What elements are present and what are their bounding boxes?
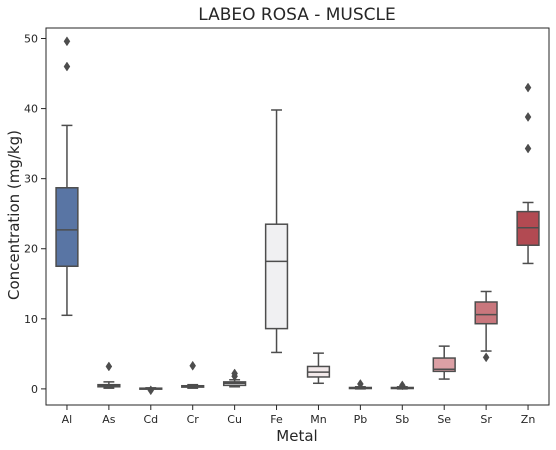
x-tick-label: Sr (480, 413, 492, 426)
chart-title: LABEO ROSA - MUSCLE (198, 5, 396, 25)
outlier-point (482, 352, 490, 363)
y-axis-label: Concentration (mg/kg) (5, 130, 23, 300)
x-tick-label: Sb (395, 413, 409, 426)
x-tick-label: Cr (187, 413, 200, 426)
x-tick-label: Mn (310, 413, 326, 426)
x-tick-label: Zn (521, 413, 536, 426)
box-fe (264, 223, 289, 330)
x-tick-label: As (102, 413, 116, 426)
x-tick-label: Al (62, 413, 73, 426)
outlier-point (524, 143, 532, 154)
plot-area: 0 10 20 30 40 50 Al As Cd Cr Cu Fe Mn Pb Sb Se Sr Zn (24, 27, 550, 426)
outlier-point (231, 368, 238, 379)
outlier-point (147, 385, 155, 396)
y-tick-label: 10 (24, 313, 38, 326)
outlier-point (63, 36, 71, 47)
x-tick-label: Cd (143, 413, 158, 426)
outlier-point (105, 361, 113, 372)
x-tick-label: Cu (227, 413, 242, 426)
outlier-point (524, 82, 532, 93)
outlier-point (63, 61, 71, 72)
y-tick-label: 50 (24, 33, 38, 46)
box-sr (474, 301, 498, 325)
outlier-point (398, 380, 406, 391)
y-tick-label: 30 (24, 173, 38, 186)
plot-frame (45, 27, 550, 406)
x-axis-label: Metal (276, 427, 317, 445)
y-tick-label: 0 (31, 383, 38, 396)
outlier-point (524, 112, 532, 122)
x-tick-label: Fe (270, 413, 283, 426)
y-tick-label: 40 (24, 103, 38, 116)
x-tick-label: Pb (354, 413, 368, 426)
y-tick-label: 20 (24, 243, 38, 256)
outlier-point (189, 360, 197, 371)
x-tick-label: Se (437, 413, 451, 426)
box-se (432, 357, 456, 373)
outlier-point (357, 379, 364, 389)
box-al (55, 187, 79, 268)
